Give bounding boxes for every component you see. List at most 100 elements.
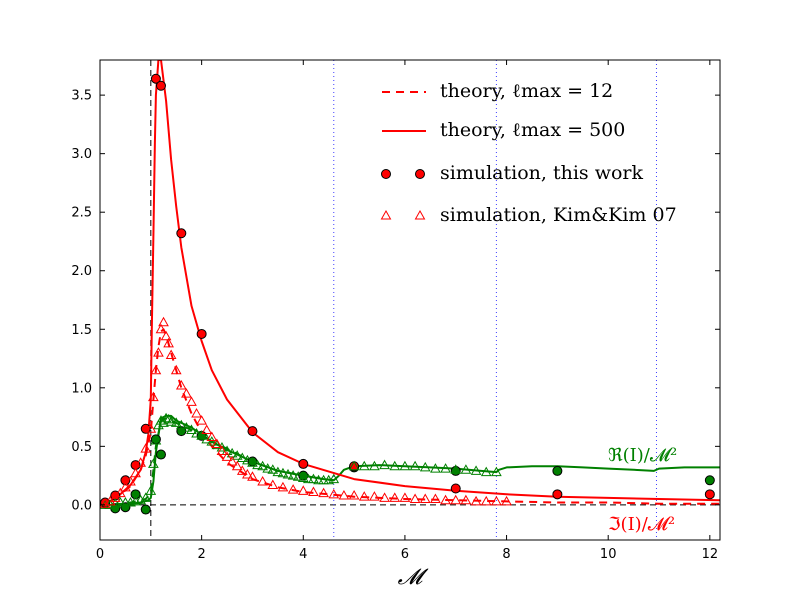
data-point-triangle [369, 460, 380, 471]
data-point-triangle [135, 457, 147, 467]
data-point-triangle [297, 485, 309, 495]
data-point-circle [704, 475, 715, 486]
legend-entry-sim-this-work: simulation, this work [381, 162, 643, 184]
data-point-triangle [153, 347, 164, 357]
data-point-triangle [460, 494, 472, 505]
data-point-triangle [236, 452, 248, 463]
annotation-imag-part: ℑ(I)/𝓜² [608, 514, 675, 535]
data-point-triangle [358, 491, 370, 501]
data-point-triangle [252, 459, 263, 470]
data-point-triangle [155, 323, 167, 334]
legend-label-sim-kim: simulation, Kim&Kim 07 [440, 204, 677, 226]
data-point-circle [450, 483, 461, 494]
data-point-triangle [257, 460, 268, 471]
data-point-circle [552, 465, 563, 476]
data-point-circle [247, 426, 258, 437]
data-point-triangle [242, 468, 253, 479]
data-point-triangle [226, 456, 238, 466]
axis-ticks: 0 2 4 6 8 10 12 0.0 0.5 1.0 1.5 2.0 2.5 3.0 3.5 [71, 60, 720, 562]
data-point-triangle [160, 412, 172, 423]
data-point-triangle [440, 463, 451, 473]
data-point-triangle [318, 487, 329, 498]
data-point-triangle [201, 433, 213, 444]
data-point-triangle [409, 493, 421, 504]
data-point-triangle [399, 492, 411, 502]
data-point-triangle [120, 497, 131, 507]
plot-frame [99, 59, 721, 541]
data-point-circle [155, 449, 166, 460]
data-point-triangle [165, 349, 177, 360]
data-point-triangle [191, 408, 202, 418]
data-point-triangle [257, 475, 268, 486]
legend-circle-marker [415, 169, 425, 179]
data-point-triangle [181, 422, 192, 432]
data-point-triangle [292, 471, 304, 481]
data-point-triangle [470, 465, 482, 475]
data-point-triangle [303, 473, 314, 484]
data-point-triangle [419, 493, 431, 504]
data-point-triangle [175, 379, 187, 390]
data-point-circle [130, 489, 141, 500]
data-point-triangle [318, 474, 329, 485]
data-point-triangle [140, 492, 152, 502]
data-point-triangle [135, 494, 147, 505]
data-point-triangle [191, 427, 202, 438]
data-point-triangle [221, 451, 233, 461]
y-tick-label: 2.0 [71, 264, 92, 279]
data-point-triangle [419, 461, 431, 472]
data-point-triangle [163, 413, 174, 424]
data-point-triangle [328, 473, 340, 484]
data-point-triangle [175, 419, 187, 430]
legend-label-theory-l12: theory, ℓmax = 12 [440, 80, 613, 102]
y-tick-label: 0.0 [71, 498, 92, 513]
data-point-triangle [460, 464, 472, 474]
data-point-triangle [440, 494, 451, 505]
data-point-triangle [308, 486, 319, 496]
data-point-triangle [211, 439, 223, 450]
data-point-triangle [231, 460, 243, 471]
data-point-triangle [163, 337, 174, 348]
data-point-triangle [211, 438, 223, 448]
data-point-triangle [267, 464, 279, 474]
x-tick-label: 2 [197, 547, 205, 562]
annotation-real-part: ℜ(I)/𝓜² [608, 445, 677, 466]
legend-label-sim-this-work: simulation, this work [440, 162, 643, 184]
data-point-triangle [150, 434, 162, 445]
data-point-triangle [145, 423, 157, 433]
data-point-triangle [206, 436, 218, 446]
data-point-circle [150, 73, 161, 84]
data-point-triangle [130, 467, 141, 478]
data-point-triangle [153, 419, 164, 430]
data-point-triangle [201, 424, 213, 434]
data-point-triangle [109, 492, 121, 502]
data-point-triangle [491, 466, 502, 477]
legend: theory, ℓmax = 12 theory, ℓmax = 500 sim… [380, 80, 677, 226]
x-tick-label: 8 [502, 547, 510, 562]
data-point-triangle [338, 489, 350, 500]
data-point-triangle [277, 467, 289, 478]
data-point-circle [120, 502, 131, 513]
data-point-triangle [348, 489, 360, 500]
data-point-triangle [328, 488, 340, 499]
data-point-triangle [262, 463, 274, 473]
data-point-triangle [125, 475, 136, 486]
data-point-triangle [148, 391, 159, 402]
data-point-triangle [480, 466, 492, 477]
data-point-triangle [170, 417, 182, 427]
data-point-triangle [247, 457, 258, 467]
data-point-triangle [358, 460, 370, 471]
data-point-triangle [247, 471, 258, 481]
data-point-triangle [480, 495, 492, 506]
data-point-triangle [150, 364, 162, 375]
series-markers [100, 73, 715, 515]
x-tick-label: 10 [600, 547, 617, 562]
x-tick-label: 4 [299, 547, 307, 562]
data-point-circle [704, 489, 715, 500]
data-point-triangle [114, 497, 126, 507]
data-point-triangle [236, 465, 248, 475]
data-point-triangle [389, 460, 401, 471]
data-point-triangle [165, 416, 177, 426]
data-point-triangle [287, 470, 299, 480]
data-point-triangle [140, 443, 152, 453]
